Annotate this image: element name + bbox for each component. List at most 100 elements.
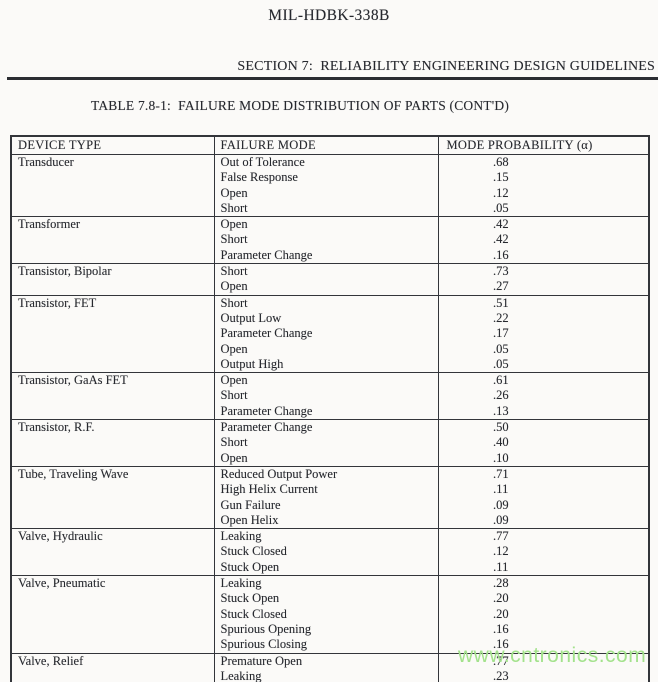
mode-probability-cell: .13 (492, 403, 509, 418)
table-row: Open .05 (11, 341, 649, 357)
section-rule (7, 77, 658, 80)
column-header-failure-mode: FAILURE MODE (214, 136, 439, 155)
mode-probability-cell: .16 (492, 637, 509, 652)
table-row: Output High .05 (11, 356, 649, 373)
failure-mode-cell: Stuck Closed (214, 606, 439, 622)
table-header-row: DEVICE TYPE FAILURE MODE MODE PROBABILIT… (11, 136, 649, 155)
table-row: Transducer Out of Tolerance .68 (11, 153, 649, 217)
mode-probability-cell: .09 (492, 512, 509, 527)
mode-probability-cell: .51 (438, 294, 649, 311)
failure-mode-cell: Open (214, 341, 439, 357)
watermark: www.cntronics.com (458, 644, 647, 667)
failure-mode-cell: Gun Failure (214, 497, 439, 513)
failure-mode-cell: Stuck Open (214, 559, 439, 576)
failure-mode-cell: Short (214, 232, 439, 248)
device-type-cell: Valve, Relief (11, 652, 215, 682)
table-row: High Helix Current .11 (11, 482, 649, 498)
failure-mode-cell: Premature Open (214, 652, 439, 669)
failure-mode-cell: Spurious Closing (214, 637, 439, 653)
table-row: Leaking .23 (11, 668, 649, 682)
device-type-cell: Valve, Hydraulic (11, 528, 215, 576)
column-header-device-type: DEVICE TYPE (11, 136, 215, 155)
device-type-cell: Tube, Traveling Wave (11, 465, 215, 529)
table-row: Open .12 (11, 185, 649, 201)
mode-probability-cell: .05 (492, 200, 509, 215)
mode-probability-cell: .22 (492, 310, 509, 325)
table-row: Transistor, R.F. Parameter Change .50 (11, 419, 649, 467)
mode-probability-cell: .16 (492, 621, 509, 636)
mode-probability-cell: .42 (438, 216, 649, 233)
failure-mode-cell: Reduced Output Power (214, 465, 439, 483)
failure-mode-cell: Parameter Change (214, 247, 439, 264)
table-row: Short .26 (11, 388, 649, 404)
failure-mode-cell: Output Low (214, 310, 439, 327)
mode-probability-cell: .73 (438, 263, 649, 280)
failure-mode-cell: Out of Tolerance (214, 154, 439, 171)
mode-probability-cell: .12 (492, 544, 509, 559)
failure-mode-cell: Short (214, 388, 439, 404)
table-row: Spurious Closing .16 (11, 637, 649, 653)
table-row: Stuck Open .20 (11, 591, 649, 607)
table-row: Parameter Change .13 (11, 403, 649, 420)
table-title: TABLE 7.8-1: FAILURE MODE DISTRIBUTION O… (90, 98, 510, 113)
device-type-cell: Transducer (11, 153, 215, 217)
table-row: Transistor, FET Short .51 (11, 294, 649, 373)
table-row: Valve, Pneumatic Leaking .28 (11, 575, 649, 653)
mode-probability-cell: .50 (438, 419, 649, 436)
mode-probability-cell: .12 (492, 185, 509, 200)
failure-mode-cell: High Helix Current (214, 482, 439, 498)
failure-mode-cell: Open (214, 279, 439, 296)
table-row: Transformer Open .42 (11, 216, 649, 264)
mode-probability-cell: .42 (492, 232, 509, 247)
section-heading: SECTION 7: RELIABILITY ENGINEERING DESIG… (237, 59, 655, 74)
table-row: Output Low .22 (11, 310, 649, 327)
mode-probability-cell: .26 (492, 388, 509, 403)
mode-probability-cell: .09 (492, 497, 509, 512)
failure-mode-table-wrap: DEVICE TYPE FAILURE MODE MODE PROBABILIT… (10, 135, 650, 682)
mode-probability-cell: .71 (438, 465, 649, 483)
mode-probability-cell: .10 (492, 450, 509, 465)
mode-probability-cell: .77 (438, 652, 649, 669)
table-row: Open Helix .09 (11, 512, 649, 529)
table-row: Gun Failure .09 (11, 497, 649, 513)
mode-probability-cell: .23 (492, 668, 509, 682)
mode-probability-cell: .77 (438, 528, 649, 545)
table-row: Valve, Relief Premature Open .77 (11, 652, 649, 682)
mode-probability-cell: .40 (492, 435, 509, 450)
table-row: Transistor, Bipolar Short .73 (11, 263, 649, 296)
mode-probability-cell: .15 (492, 170, 509, 185)
table-row: Transistor, GaAs FET Open .61 (11, 372, 649, 420)
device-type-cell: Transistor, R.F. (11, 419, 215, 467)
mode-probability-cell: .05 (492, 356, 509, 371)
table-row: Short .42 (11, 232, 649, 248)
failure-mode-cell: Open (214, 216, 439, 233)
failure-mode-cell: False Response (214, 170, 439, 186)
failure-mode-cell: Short (214, 200, 439, 217)
failure-mode-cell: Leaking (214, 575, 439, 592)
mode-probability-cell: .28 (438, 575, 649, 592)
failure-mode-cell: Open (214, 450, 439, 467)
table-row: Stuck Closed .20 (11, 606, 649, 622)
failure-mode-cell: Short (214, 263, 439, 280)
table-row: Open .27 (11, 279, 649, 296)
failure-mode-cell: Stuck Open (214, 591, 439, 607)
table-row: Parameter Change .16 (11, 247, 649, 264)
table-body: Transducer Out of Tolerance .68 False Respo… (11, 153, 649, 682)
table-row: Tube, Traveling Wave Reduced Output Power… (11, 465, 649, 529)
table-row: Parameter Change .17 (11, 326, 649, 342)
failure-mode-cell: Output High (214, 356, 439, 373)
device-type-cell: Valve, Pneumatic (11, 575, 215, 653)
failure-mode-cell: Short (214, 435, 439, 451)
doc-title: MIL-HDBK-338B (268, 7, 390, 24)
table-row: Stuck Closed .12 (11, 544, 649, 560)
failure-mode-cell: Short (214, 294, 439, 311)
mode-probability-cell: .68 (438, 154, 649, 171)
mode-probability-cell: .61 (438, 372, 649, 389)
table-row: Stuck Open .11 (11, 559, 649, 576)
table-row: Short .40 (11, 435, 649, 451)
device-type-cell: Transistor, GaAs FET (11, 372, 215, 420)
table-row: Open .10 (11, 450, 649, 467)
failure-mode-cell: Parameter Change (214, 403, 439, 420)
failure-mode-cell: Spurious Opening (214, 621, 439, 638)
device-type-cell: Transformer (11, 216, 215, 264)
